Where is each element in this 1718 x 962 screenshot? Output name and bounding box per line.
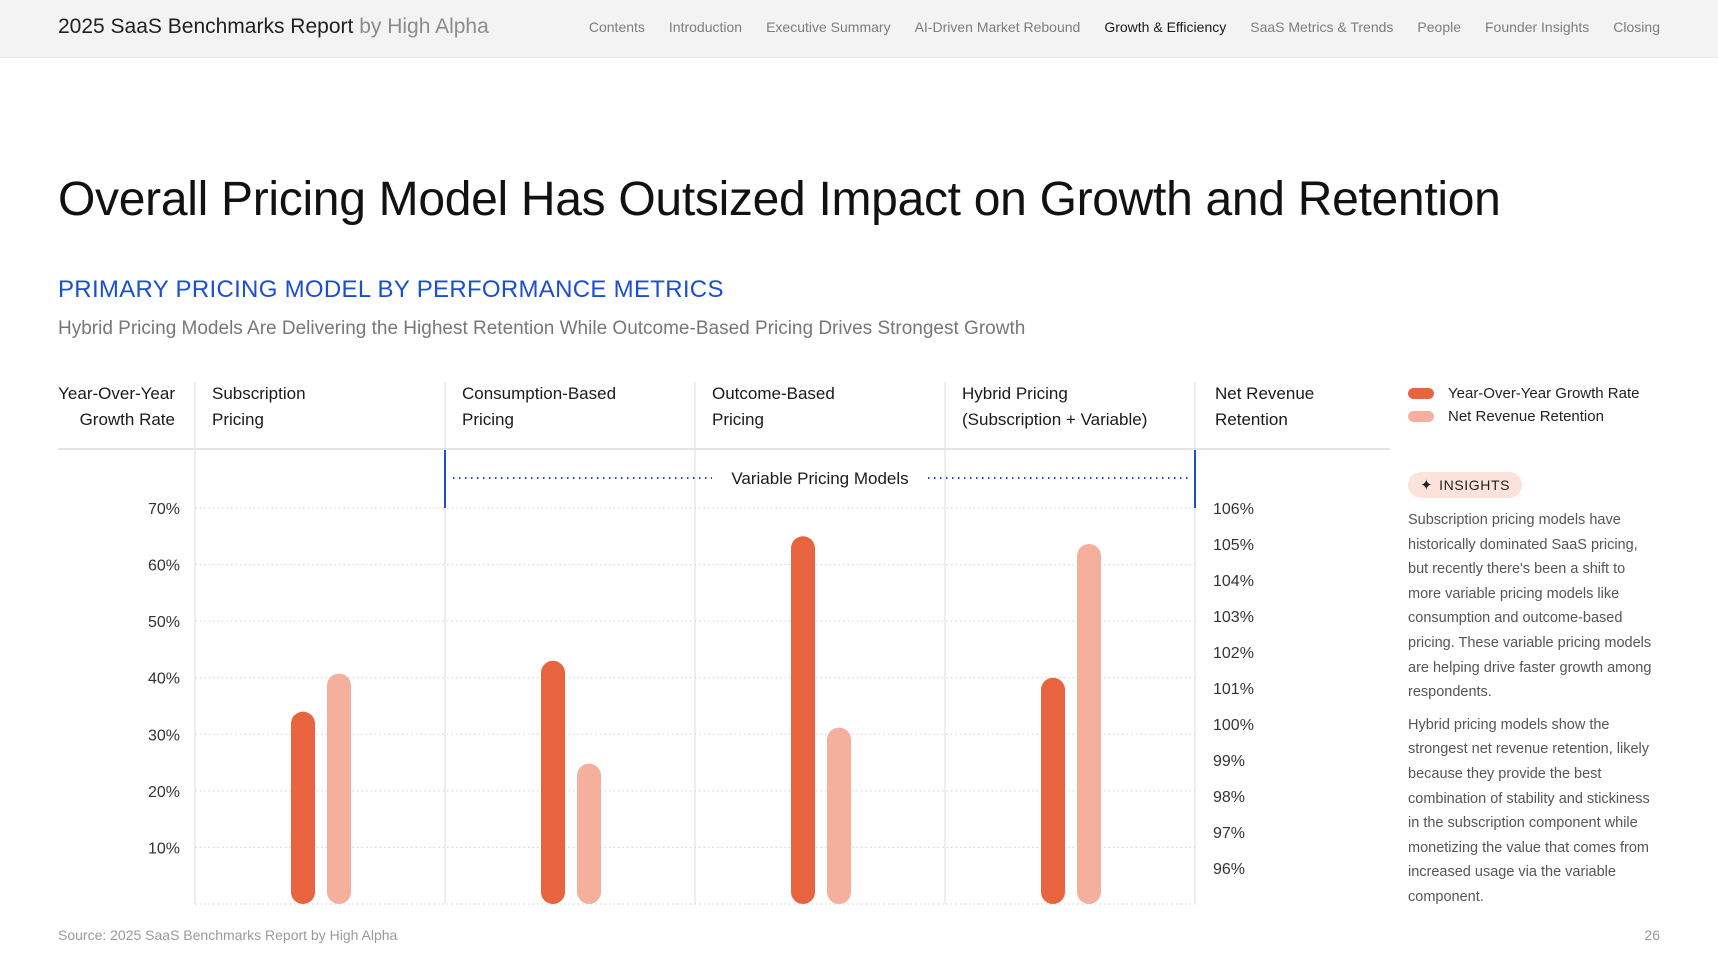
bar-net-revenue-retention bbox=[577, 763, 601, 904]
top-nav: 2025 SaaS Benchmarks Report by High Alph… bbox=[0, 0, 1718, 58]
legend-item-nrr: Net Revenue Retention bbox=[1408, 405, 1639, 428]
left-axis-title: Year-Over-Year bbox=[58, 384, 175, 403]
category-label: Subscription bbox=[212, 384, 306, 403]
page-number: 26 bbox=[1644, 927, 1660, 943]
sparkle-icon: ✦ bbox=[1420, 477, 1434, 494]
insights-paragraph: Hybrid pricing models show the strongest… bbox=[1408, 716, 1650, 905]
pricing-model-chart: Year-Over-Year Growth Rate 70% 60% 50% 40% 30%… bbox=[58, 382, 1390, 905]
bar-net-revenue-retention bbox=[327, 673, 351, 904]
nav-link-growth-efficiency[interactable]: Growth & Efficiency bbox=[1104, 19, 1227, 35]
nav-link-executive-summary[interactable]: Executive Summary bbox=[766, 19, 891, 35]
bar-growth-rate bbox=[291, 711, 315, 904]
right-axis-title: Net Revenue bbox=[1215, 384, 1314, 403]
left-tick-label: 60% bbox=[148, 558, 180, 575]
category-label: Pricing bbox=[712, 410, 764, 429]
category-label: Pricing bbox=[462, 410, 514, 429]
legend-swatch-growth bbox=[1408, 388, 1434, 399]
right-tick-label: 105% bbox=[1213, 537, 1254, 554]
page-title: Overall Pricing Model Has Outsized Impac… bbox=[58, 173, 1501, 226]
left-tick-label: 10% bbox=[148, 840, 180, 857]
right-tick-label: 100% bbox=[1213, 717, 1254, 734]
legend-label-nrr: Net Revenue Retention bbox=[1448, 408, 1604, 425]
nav-link-saas-metrics-trends[interactable]: SaaS Metrics & Trends bbox=[1250, 19, 1394, 35]
left-axis-title: Growth Rate bbox=[80, 410, 175, 429]
nav-link-ai-driven-market-rebound[interactable]: AI-Driven Market Rebound bbox=[914, 19, 1081, 35]
left-tick-label: 70% bbox=[148, 501, 180, 518]
nav-link-introduction[interactable]: Introduction bbox=[668, 19, 743, 35]
category-label: (Subscription + Variable) bbox=[962, 410, 1147, 429]
nav-link-contents[interactable]: Contents bbox=[588, 19, 645, 35]
report-brand[interactable]: 2025 SaaS Benchmarks Report by High Alph… bbox=[58, 15, 489, 39]
left-tick-label: 40% bbox=[148, 671, 180, 688]
left-tick-label: 50% bbox=[148, 614, 180, 631]
right-tick-label: 102% bbox=[1213, 645, 1254, 662]
legend-label-growth: Year-Over-Year Growth Rate bbox=[1448, 385, 1640, 402]
legend-swatch-nrr bbox=[1408, 411, 1434, 422]
nav-link-founder-insights[interactable]: Founder Insights bbox=[1485, 19, 1590, 35]
right-tick-label: 104% bbox=[1213, 573, 1254, 590]
right-axis-title: Retention bbox=[1215, 410, 1288, 429]
insights-badge-label: INSIGHTS bbox=[1439, 477, 1511, 493]
left-tick-label: 20% bbox=[148, 784, 180, 801]
nav-link-closing[interactable]: Closing bbox=[1613, 19, 1660, 35]
nav-links: Contents Introduction Executive Summary AI-… bbox=[589, 19, 1660, 35]
chart-subtitle: Hybrid Pricing Models Are Delivering the… bbox=[58, 318, 1026, 339]
section-title: PRIMARY PRICING MODEL BY PERFORMANCE MET… bbox=[58, 276, 724, 303]
bar-net-revenue-retention bbox=[1077, 544, 1101, 904]
bar-growth-rate bbox=[1041, 677, 1065, 904]
category-label: Pricing bbox=[212, 410, 264, 429]
brand-byline: by High Alpha bbox=[359, 15, 489, 38]
right-tick-label: 101% bbox=[1213, 681, 1254, 698]
bar-growth-rate bbox=[541, 660, 565, 904]
insights-text: Subscription pricing models have histori… bbox=[1408, 508, 1660, 918]
right-tick-label: 106% bbox=[1213, 501, 1254, 518]
insights-paragraph: Subscription pricing models have histori… bbox=[1408, 512, 1652, 701]
category-label: Consumption-Based bbox=[462, 384, 616, 403]
right-tick-label: 99% bbox=[1213, 753, 1245, 770]
right-tick-label: 103% bbox=[1213, 609, 1254, 626]
category-label: Hybrid Pricing bbox=[962, 384, 1068, 403]
category-label: Outcome-Based bbox=[712, 384, 835, 403]
right-tick-label: 96% bbox=[1213, 861, 1245, 878]
left-tick-label: 30% bbox=[148, 727, 180, 744]
brand-title: 2025 SaaS Benchmarks Report bbox=[58, 15, 354, 38]
group-annotation-label: Variable Pricing Models bbox=[731, 469, 908, 488]
right-tick-label: 97% bbox=[1213, 825, 1245, 842]
bar-net-revenue-retention bbox=[827, 727, 851, 904]
source-note: Source: 2025 SaaS Benchmarks Report by H… bbox=[58, 927, 398, 943]
insights-badge: ✦ INSIGHTS bbox=[1408, 472, 1523, 498]
nav-link-people[interactable]: People bbox=[1417, 19, 1461, 35]
right-tick-label: 98% bbox=[1213, 789, 1245, 806]
bar-growth-rate bbox=[791, 536, 815, 904]
legend-item-growth: Year-Over-Year Growth Rate bbox=[1408, 382, 1639, 405]
chart-legend: Year-Over-Year Growth Rate Net Revenue R… bbox=[1408, 382, 1639, 428]
